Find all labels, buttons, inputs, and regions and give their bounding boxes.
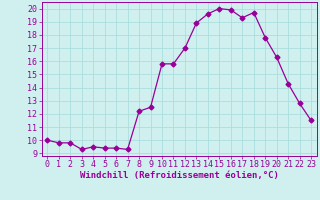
X-axis label: Windchill (Refroidissement éolien,°C): Windchill (Refroidissement éolien,°C): [80, 171, 279, 180]
